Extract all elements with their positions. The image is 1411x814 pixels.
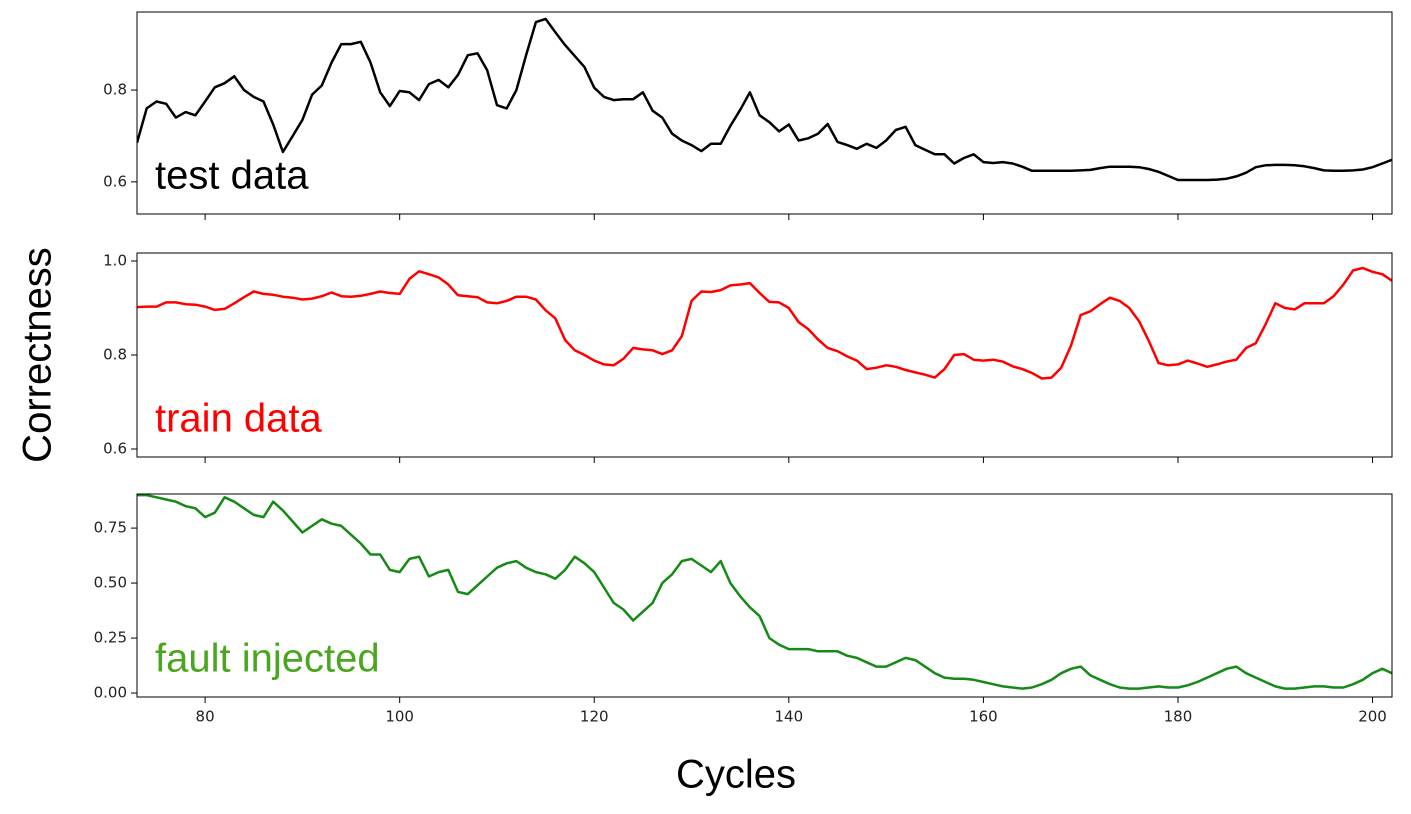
- y-tick-label: 0.75: [94, 519, 127, 537]
- y-tick-label: 0.8: [103, 346, 127, 364]
- panel-label: fault injected: [155, 637, 380, 681]
- x-tick-label: 200: [1358, 708, 1387, 726]
- y-tick-label: 0.6: [103, 440, 127, 458]
- x-tick-label: 180: [1164, 708, 1193, 726]
- x-tick-label: 100: [385, 708, 414, 726]
- x-tick-label: 160: [969, 708, 998, 726]
- data-line: [137, 17, 1392, 182]
- x-tick-label: 140: [775, 708, 804, 726]
- panel-frame: [136, 11, 1393, 215]
- panel-frame: [136, 252, 1393, 458]
- y-tick-label: 1.0: [103, 251, 127, 269]
- y-tick-label: 0.25: [94, 629, 127, 647]
- y-axis-label: Correctness: [16, 247, 60, 463]
- panel-label: train data: [155, 397, 323, 441]
- data-line: [137, 494, 1392, 690]
- x-tick-label: 120: [580, 708, 609, 726]
- panel-frame: [136, 493, 1393, 698]
- y-tick-label: 0.00: [94, 684, 127, 702]
- y-tick-label: 0.6: [103, 172, 127, 190]
- y-tick-label: 0.50: [94, 574, 127, 592]
- x-tick-label: 80: [196, 708, 215, 726]
- y-tick-label: 0.8: [103, 81, 127, 99]
- x-axis-label: Cycles: [676, 753, 796, 797]
- panel-label: test data: [155, 154, 309, 198]
- data-line: [137, 266, 1392, 380]
